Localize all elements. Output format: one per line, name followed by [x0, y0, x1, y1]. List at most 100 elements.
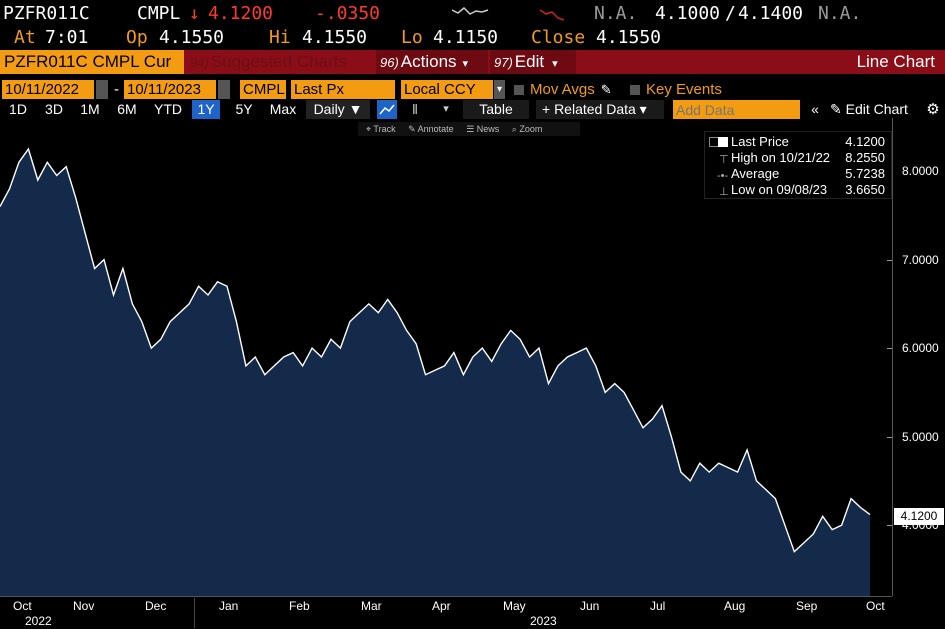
legend-low-label: Low on 09/08/23: [731, 182, 828, 197]
range-button-max[interactable]: Max: [269, 101, 297, 117]
start-date-input[interactable]: 10/11/2022: [2, 80, 94, 99]
y-tick-mark: [887, 259, 892, 261]
x-tick-label: Feb: [289, 599, 310, 613]
news-label: News: [476, 124, 500, 134]
edit-chart-label: Edit Chart: [845, 101, 908, 117]
x-tick-label: Nov: [73, 599, 95, 613]
key-events-toggle[interactable]: Key Events: [630, 80, 722, 99]
low-marker-icon: ⊥: [719, 186, 729, 198]
year-divider: [194, 598, 195, 628]
price-chart[interactable]: [0, 118, 892, 598]
gear-icon[interactable]: ⚙: [926, 101, 940, 118]
x-tick-label: Aug: [724, 599, 746, 613]
legend-last-value: 4.1200: [845, 134, 885, 149]
edit-chart-button[interactable]: ✎ Edit Chart: [830, 100, 908, 119]
legend-high-label: High on 10/21/22: [731, 150, 831, 165]
actions-number: 96): [380, 55, 399, 70]
source-field[interactable]: CMPL: [240, 80, 286, 99]
high-label: Hi: [269, 27, 291, 48]
end-date-input[interactable]: 10/11/2023: [124, 80, 216, 99]
high-marker-icon: ⊤: [719, 154, 729, 166]
at-value: 7:01: [45, 27, 89, 48]
field-select[interactable]: Last Px: [291, 80, 395, 99]
range-button-6m[interactable]: 6M: [117, 101, 137, 117]
suggested-charts-number: 94): [190, 55, 209, 70]
candlestick-icon[interactable]: ⫴: [412, 102, 418, 117]
y-tick-mark: [887, 436, 892, 438]
news-icon: ☰: [466, 124, 477, 134]
annotate-tool[interactable]: ✎ Annotate: [408, 124, 454, 134]
ticker-row: PZFR011C CMPL ↓ 4.1200 -.0350 N.A. 4.100…: [0, 2, 945, 26]
open-value: 4.1550: [159, 27, 225, 48]
legend-avg-value: 5.7238: [845, 166, 885, 181]
ticker-symbol[interactable]: PZFR011C: [3, 3, 90, 24]
edit-label: Edit: [514, 52, 545, 71]
range-button-5y[interactable]: 5Y: [235, 101, 253, 117]
actions-label: Actions: [400, 52, 457, 71]
suggested-charts-button[interactable]: 94) Suggested Charts: [186, 50, 374, 74]
magnifier-icon: ⌕: [511, 124, 520, 134]
y-tick-mark: [887, 525, 892, 527]
edit-menu[interactable]: 97) Edit ▾: [490, 50, 576, 74]
pencil-icon[interactable]: ✎: [600, 82, 612, 97]
crosshair-icon: ⌖: [366, 124, 374, 134]
x-tick-label: Mar: [361, 599, 382, 613]
suggested-charts-label: Suggested Charts: [210, 52, 347, 71]
chevron-down-icon[interactable]: ▾: [494, 80, 505, 99]
line-chart-icon[interactable]: [377, 100, 397, 119]
chart-tools: ⌖ Track ✎ Annotate ☰ News ⌕ Zoom: [358, 122, 580, 136]
x-tick-label: Apr: [432, 599, 451, 613]
x-tick-label: Jul: [650, 599, 666, 613]
legend-high-value: 8.2550: [845, 150, 885, 165]
x-tick-label: Dec: [145, 599, 167, 613]
calendar-icon[interactable]: [96, 80, 108, 99]
open-label: Op: [126, 27, 148, 48]
checkbox-icon: [514, 85, 524, 96]
chart-type-title: Line Chart: [856, 52, 935, 71]
range-button-1y[interactable]: 1Y: [192, 100, 220, 119]
range-button-ytd[interactable]: YTD: [154, 101, 182, 117]
legend-last-label: Last Price: [731, 134, 789, 149]
at-label: At: [14, 27, 36, 48]
bid-ask-separator: /: [725, 3, 736, 24]
x-tick-label: Jun: [580, 599, 600, 613]
edit-number: 97): [494, 55, 513, 70]
chevron-down-icon[interactable]: ▾: [443, 103, 449, 115]
down-arrow-icon: ↓: [189, 3, 200, 24]
track-tool[interactable]: ⌖ Track: [366, 124, 396, 134]
calendar-icon[interactable]: [218, 80, 230, 99]
price-line: [0, 147, 871, 553]
mov-avgs-toggle[interactable]: Mov Avgs ✎: [514, 80, 612, 99]
mini-trend-icon: [540, 9, 564, 21]
year-label-2023: 2023: [530, 614, 557, 628]
pen-icon: ✎: [408, 124, 418, 134]
x-axis-line: [0, 596, 892, 597]
na-field-1: N.A.: [594, 3, 638, 24]
news-tool[interactable]: ☰ News: [466, 124, 499, 134]
chart-legend[interactable]: Last Price 4.1200 ⊤ High on 10/21/22 8.2…: [704, 131, 892, 199]
key-events-label: Key Events: [646, 81, 722, 98]
actions-menu[interactable]: 96) Actions ▾: [376, 50, 488, 74]
x-tick-label: Sep: [796, 599, 818, 613]
currency-select[interactable]: Local CCY: [401, 80, 493, 99]
sparkline-icon: [452, 6, 489, 15]
periodicity-select[interactable]: Daily ▼: [306, 100, 370, 119]
range-button-3d[interactable]: 3D: [45, 101, 63, 117]
zoom-tool[interactable]: ⌕ Zoom: [512, 124, 543, 134]
y-tick-mark: [887, 348, 892, 350]
collapse-left-icon[interactable]: «: [811, 101, 819, 117]
range-button-1m[interactable]: 1M: [80, 101, 100, 117]
chevron-down-icon: ▾: [462, 58, 469, 70]
range-button-1d[interactable]: 1D: [9, 101, 27, 117]
ticker-source: CMPL: [137, 3, 181, 24]
high-value: 4.1550: [302, 27, 368, 48]
security-field[interactable]: PZFR011C CMPL Cur: [0, 50, 184, 74]
y-tick-label: 5.0000: [902, 429, 939, 444]
related-data-button[interactable]: + Related Data ▾: [536, 100, 664, 119]
close-value: 4.1550: [596, 27, 662, 48]
last-price-tag: 4.1200: [894, 508, 944, 525]
last-price-swatch-icon: [718, 137, 728, 147]
add-data-input[interactable]: [673, 100, 800, 119]
average-marker-icon: -•-: [717, 170, 729, 182]
table-button[interactable]: Table: [463, 100, 529, 119]
